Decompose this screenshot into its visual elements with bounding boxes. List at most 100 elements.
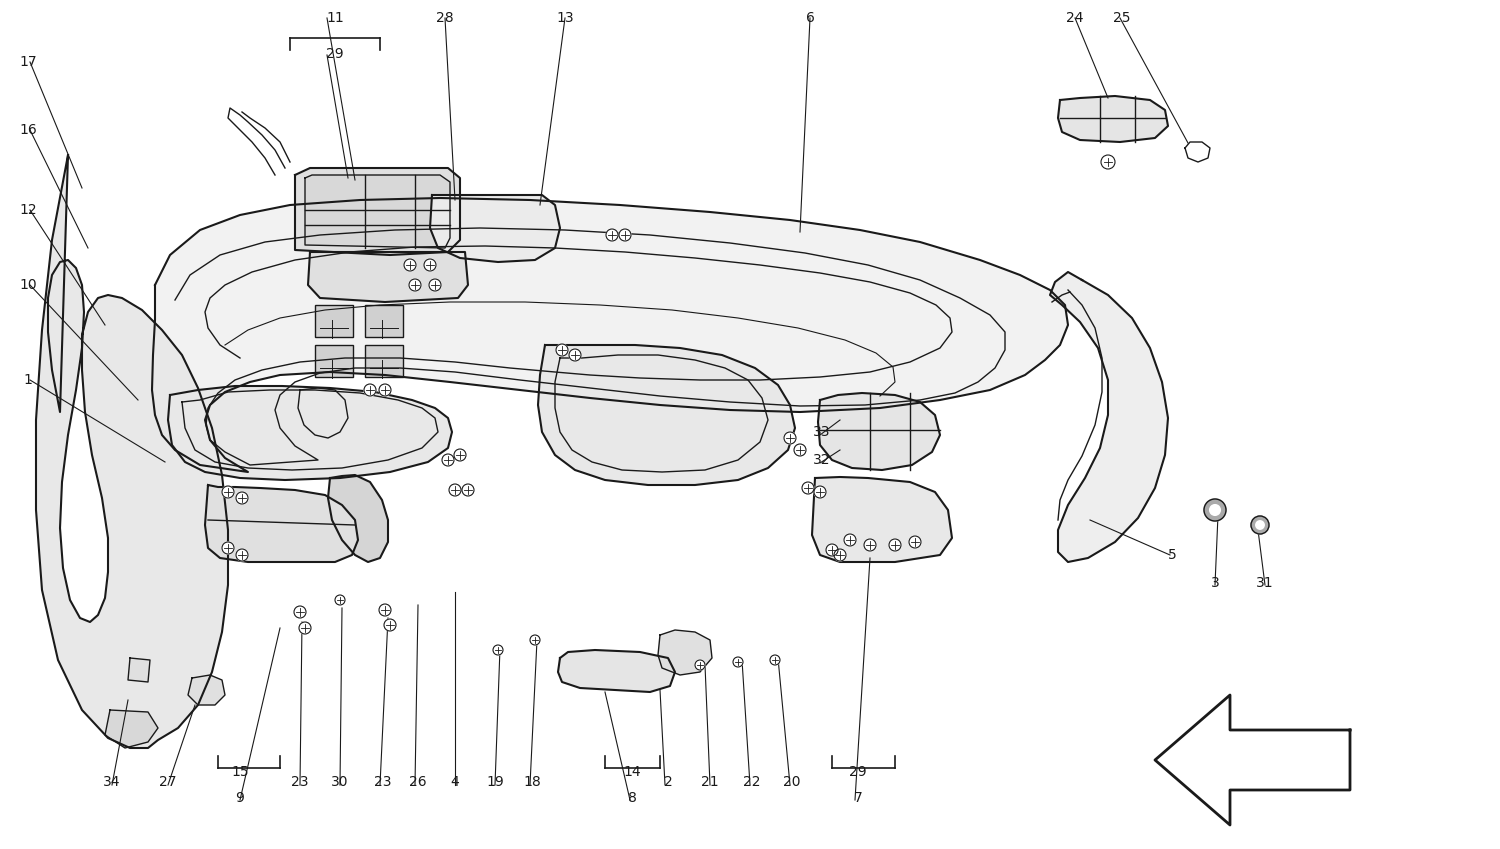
Text: 29: 29 xyxy=(326,47,344,61)
Circle shape xyxy=(909,536,921,548)
Text: 22: 22 xyxy=(744,775,760,789)
Text: 23: 23 xyxy=(291,775,309,789)
Polygon shape xyxy=(188,675,225,705)
Polygon shape xyxy=(308,252,468,302)
Bar xyxy=(364,345,404,377)
Circle shape xyxy=(298,622,310,634)
Circle shape xyxy=(827,544,839,556)
Bar xyxy=(315,345,352,377)
Polygon shape xyxy=(168,386,452,480)
Text: 18: 18 xyxy=(524,775,542,789)
Circle shape xyxy=(834,549,846,561)
Text: 26: 26 xyxy=(410,775,428,789)
Text: 34: 34 xyxy=(104,775,120,789)
Text: 14: 14 xyxy=(622,765,640,779)
Text: 4: 4 xyxy=(450,775,459,789)
Circle shape xyxy=(815,486,827,498)
Text: 23: 23 xyxy=(375,775,392,789)
Circle shape xyxy=(694,660,705,670)
Text: 7: 7 xyxy=(853,791,862,805)
Text: 1: 1 xyxy=(24,373,33,387)
Circle shape xyxy=(236,549,248,561)
Polygon shape xyxy=(538,345,795,485)
Circle shape xyxy=(864,539,876,551)
Circle shape xyxy=(380,604,392,616)
Circle shape xyxy=(606,229,618,241)
Circle shape xyxy=(770,655,780,665)
Text: 32: 32 xyxy=(813,453,831,467)
Polygon shape xyxy=(430,195,560,262)
Circle shape xyxy=(802,482,814,494)
Circle shape xyxy=(734,657,742,667)
Polygon shape xyxy=(1155,695,1350,825)
Text: 17: 17 xyxy=(20,55,38,69)
Circle shape xyxy=(844,534,856,546)
Text: 30: 30 xyxy=(332,775,348,789)
Circle shape xyxy=(424,259,436,271)
Circle shape xyxy=(556,344,568,356)
Circle shape xyxy=(494,645,502,655)
Circle shape xyxy=(1101,155,1114,169)
Circle shape xyxy=(222,542,234,554)
Bar xyxy=(364,305,404,337)
Text: 25: 25 xyxy=(1113,11,1131,25)
Circle shape xyxy=(429,279,441,291)
Text: 8: 8 xyxy=(627,791,636,805)
Polygon shape xyxy=(105,710,158,748)
Circle shape xyxy=(568,349,580,361)
Text: 24: 24 xyxy=(1066,11,1083,25)
Polygon shape xyxy=(558,650,675,692)
Circle shape xyxy=(1251,516,1269,534)
Text: 29: 29 xyxy=(849,765,867,779)
Circle shape xyxy=(410,279,422,291)
Polygon shape xyxy=(206,485,358,562)
Text: 13: 13 xyxy=(556,11,574,25)
Circle shape xyxy=(620,229,632,241)
Polygon shape xyxy=(818,393,940,470)
Circle shape xyxy=(384,619,396,631)
Polygon shape xyxy=(812,477,952,562)
Circle shape xyxy=(334,595,345,605)
Polygon shape xyxy=(152,198,1068,472)
Polygon shape xyxy=(296,168,460,255)
Polygon shape xyxy=(658,630,712,675)
Circle shape xyxy=(454,449,466,461)
Text: 3: 3 xyxy=(1210,576,1219,590)
Polygon shape xyxy=(1058,96,1168,142)
Circle shape xyxy=(784,432,796,444)
Circle shape xyxy=(1204,499,1225,521)
Circle shape xyxy=(448,484,460,496)
Circle shape xyxy=(890,539,902,551)
Circle shape xyxy=(1256,520,1264,530)
Polygon shape xyxy=(128,658,150,682)
Text: 31: 31 xyxy=(1256,576,1274,590)
Circle shape xyxy=(1209,504,1221,516)
Circle shape xyxy=(222,486,234,498)
Text: 33: 33 xyxy=(813,425,831,439)
Circle shape xyxy=(380,384,392,396)
Circle shape xyxy=(294,606,306,618)
Circle shape xyxy=(364,384,376,396)
Text: 20: 20 xyxy=(783,775,801,789)
Text: 12: 12 xyxy=(20,203,38,217)
Text: 11: 11 xyxy=(326,11,344,25)
Circle shape xyxy=(404,259,416,271)
Polygon shape xyxy=(1050,272,1168,562)
Polygon shape xyxy=(304,175,450,248)
Text: 15: 15 xyxy=(231,765,249,779)
Text: 28: 28 xyxy=(436,11,454,25)
Text: 27: 27 xyxy=(159,775,177,789)
Circle shape xyxy=(236,492,248,504)
Text: 6: 6 xyxy=(806,11,814,25)
Text: 21: 21 xyxy=(700,775,718,789)
Text: 16: 16 xyxy=(20,123,38,137)
Circle shape xyxy=(462,484,474,496)
Bar xyxy=(315,305,352,337)
Circle shape xyxy=(794,444,806,456)
Polygon shape xyxy=(328,475,388,562)
Circle shape xyxy=(530,635,540,645)
Text: 10: 10 xyxy=(20,278,38,292)
Polygon shape xyxy=(36,155,228,748)
Text: 5: 5 xyxy=(1167,548,1176,562)
Text: 19: 19 xyxy=(486,775,504,789)
